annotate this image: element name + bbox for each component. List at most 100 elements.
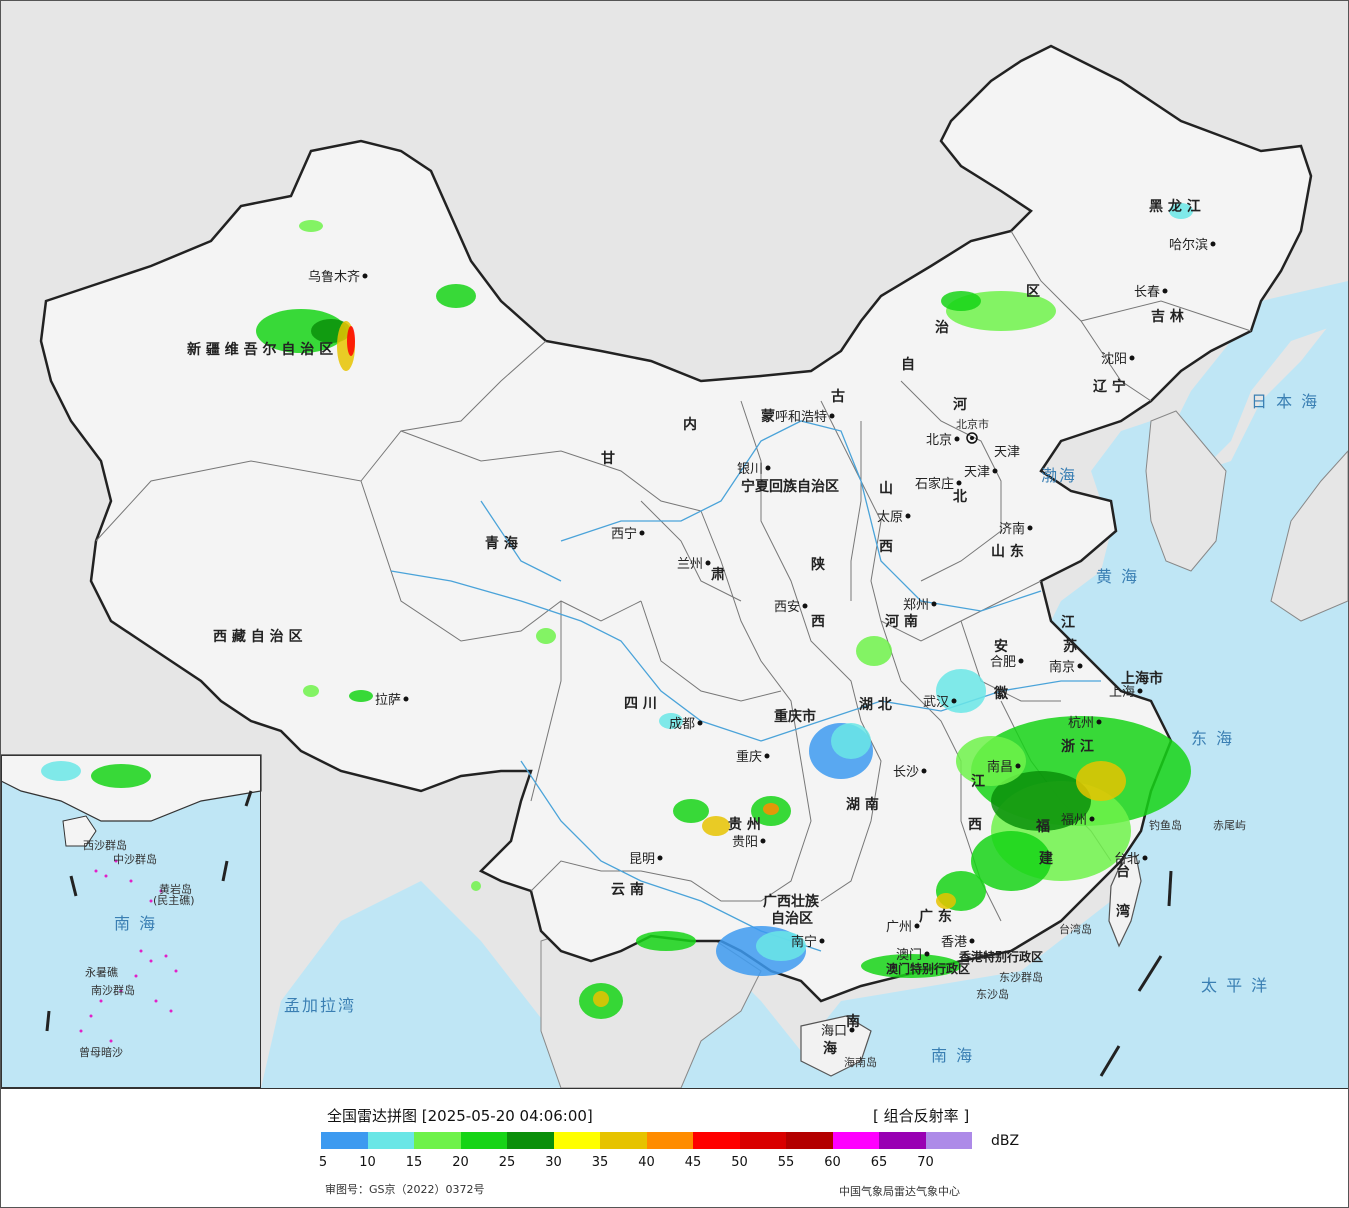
city-label-taibei: 台北 (1114, 852, 1140, 867)
city-label-zhengzhou: 郑州 (903, 598, 929, 613)
city-label-haikou: 海口 (821, 1024, 847, 1039)
color-swatch (321, 1132, 368, 1149)
color-swatch (367, 1132, 414, 1149)
city-dot-icon (657, 855, 663, 861)
province-label-ningxia: 宁夏回族自治区 (741, 478, 839, 495)
province-label-gansu: 甘 (601, 450, 615, 467)
city-label-nanning: 南宁 (791, 934, 817, 950)
city-dot-icon (697, 720, 703, 726)
city-dot-icon (969, 938, 975, 944)
province-label-macau: 澳门特别行政区 (886, 961, 970, 976)
color-swatch (414, 1132, 461, 1149)
city-dot-icon (639, 530, 645, 536)
province-label-neimenggu1: 内 (683, 416, 697, 433)
city-dot-icon (914, 923, 920, 929)
city-label-shijiazhuang: 石家庄 (915, 476, 954, 492)
province-label-xizang: 西 藏 自 治 区 (213, 628, 303, 645)
province-label-hebei2: 北 (953, 489, 967, 505)
sea-label-donghai: 东 海 (1191, 729, 1234, 748)
province-label-shaanxi2: 西 (811, 614, 825, 630)
dash-line-segments (45, 790, 1173, 1077)
radar-echo (636, 931, 696, 951)
sea-label-taipingyang: 太 平 洋 (1201, 976, 1269, 995)
island-label-taiwandao: 台湾岛 (1059, 922, 1092, 936)
tick-label: 65 (870, 1155, 888, 1170)
city-label-xining: 西宁 (611, 526, 637, 542)
city-label-nanchang: 南昌 (987, 759, 1013, 775)
city-dot-icon (956, 480, 962, 486)
color-swatch (879, 1132, 926, 1149)
island-label-dongsha: 东沙群岛 (999, 970, 1043, 984)
island-label-yongshu: 永暑礁 (85, 965, 118, 979)
color-swatch (646, 1132, 693, 1149)
radar-echo (756, 931, 806, 961)
island-label-hainandao: 海南岛 (844, 1055, 877, 1069)
color-scale-bar (321, 1132, 972, 1149)
color-swatch (553, 1132, 600, 1149)
province-label-anhui1: 安 (994, 638, 1008, 655)
province-label-neimenggu6: 区 (1026, 284, 1040, 300)
island-label-nansha: 南沙群岛 (91, 983, 135, 997)
province-label-shaanxi1: 陕 (811, 556, 825, 573)
province-label-jiangxi1: 江 (971, 773, 985, 790)
province-label-chongqing: 重庆市 (774, 708, 816, 725)
sea-label-nanhai: 南 海 (931, 1046, 974, 1065)
province-label-shanxi1: 山 (879, 481, 893, 497)
radar-echo (303, 685, 319, 697)
tick-label: 70 (917, 1155, 934, 1170)
city-dot-icon (403, 696, 409, 702)
radar-echo (831, 723, 871, 759)
sea-label-mengjiala: 孟加拉湾 (284, 996, 356, 1015)
japan-islands (1270, 450, 1348, 622)
map-title: 全国雷达拼图 [2025-05-20 04:06:00] (327, 1107, 593, 1125)
tick-label: 15 (405, 1155, 423, 1170)
producer-credit: 中国气象局雷达气象中心 (839, 1185, 960, 1198)
radar-echoes (41, 203, 1193, 1019)
radar-echo (941, 291, 981, 311)
city-dot-icon (931, 601, 937, 607)
radar-echo (299, 220, 323, 232)
province-label-hunan: 湖 南 (846, 796, 879, 813)
taiwan-island (1108, 855, 1142, 948)
province-label-shanxi2: 西 (879, 539, 893, 555)
city-dot-icon (992, 468, 998, 474)
tick-label: 35 (591, 1155, 609, 1170)
province-label-guizhou: 贵 州 (728, 816, 761, 833)
city-label-chengdu: 成都 (669, 717, 695, 732)
city-label-shenyang: 沈阳 (1101, 352, 1127, 367)
korea-peninsula (1145, 410, 1227, 572)
province-label-tianjin: 天津 (994, 445, 1020, 460)
island-label-diaoyu: 钓鱼岛 (1149, 818, 1182, 832)
city-label-guangzhou: 广州 (886, 920, 912, 935)
city-label-xian: 西安 (774, 600, 800, 615)
province-label-fujian2: 建 (1039, 850, 1053, 867)
province-label-fujian1: 福 (1035, 818, 1050, 835)
city-dot-icon (1077, 663, 1083, 669)
province-label-guangdong: 广 东 (919, 908, 952, 925)
tick-label: 5 (318, 1155, 328, 1170)
province-label-neimenggu3: 古 (831, 388, 845, 405)
radar-echo (659, 713, 683, 729)
tick-label: 50 (731, 1155, 748, 1170)
province-label-jiangsu1: 江 (1061, 614, 1075, 631)
province-label-jiangxi2: 西 (968, 817, 982, 833)
city-label-lanzhou: 兰州 (677, 557, 703, 572)
color-swatch (600, 1132, 647, 1149)
province-label-hainan1: 海 (823, 1040, 837, 1057)
radar-echo (991, 771, 1091, 831)
radar-echo (702, 816, 730, 836)
city-label-beijingcap: 北京 (926, 433, 952, 448)
province-label-jiangsu2: 苏 (1063, 638, 1077, 655)
city-dot-icon (1162, 288, 1168, 294)
city-label-guiyang: 贵阳 (732, 835, 758, 850)
sea-label-ribenhai: 日 本 海 (1251, 392, 1319, 411)
city-dot-icon (905, 513, 911, 519)
city-label-changchun: 长春 (1134, 285, 1160, 300)
color-swatch (832, 1132, 879, 1149)
city-label-hefei: 合肥 (990, 655, 1016, 670)
radar-echo (347, 326, 355, 356)
radar-echo (91, 764, 151, 788)
radar-echo (673, 799, 709, 823)
province-label-anhui2: 徽 (993, 685, 1009, 702)
city-dot-icon (924, 951, 930, 957)
